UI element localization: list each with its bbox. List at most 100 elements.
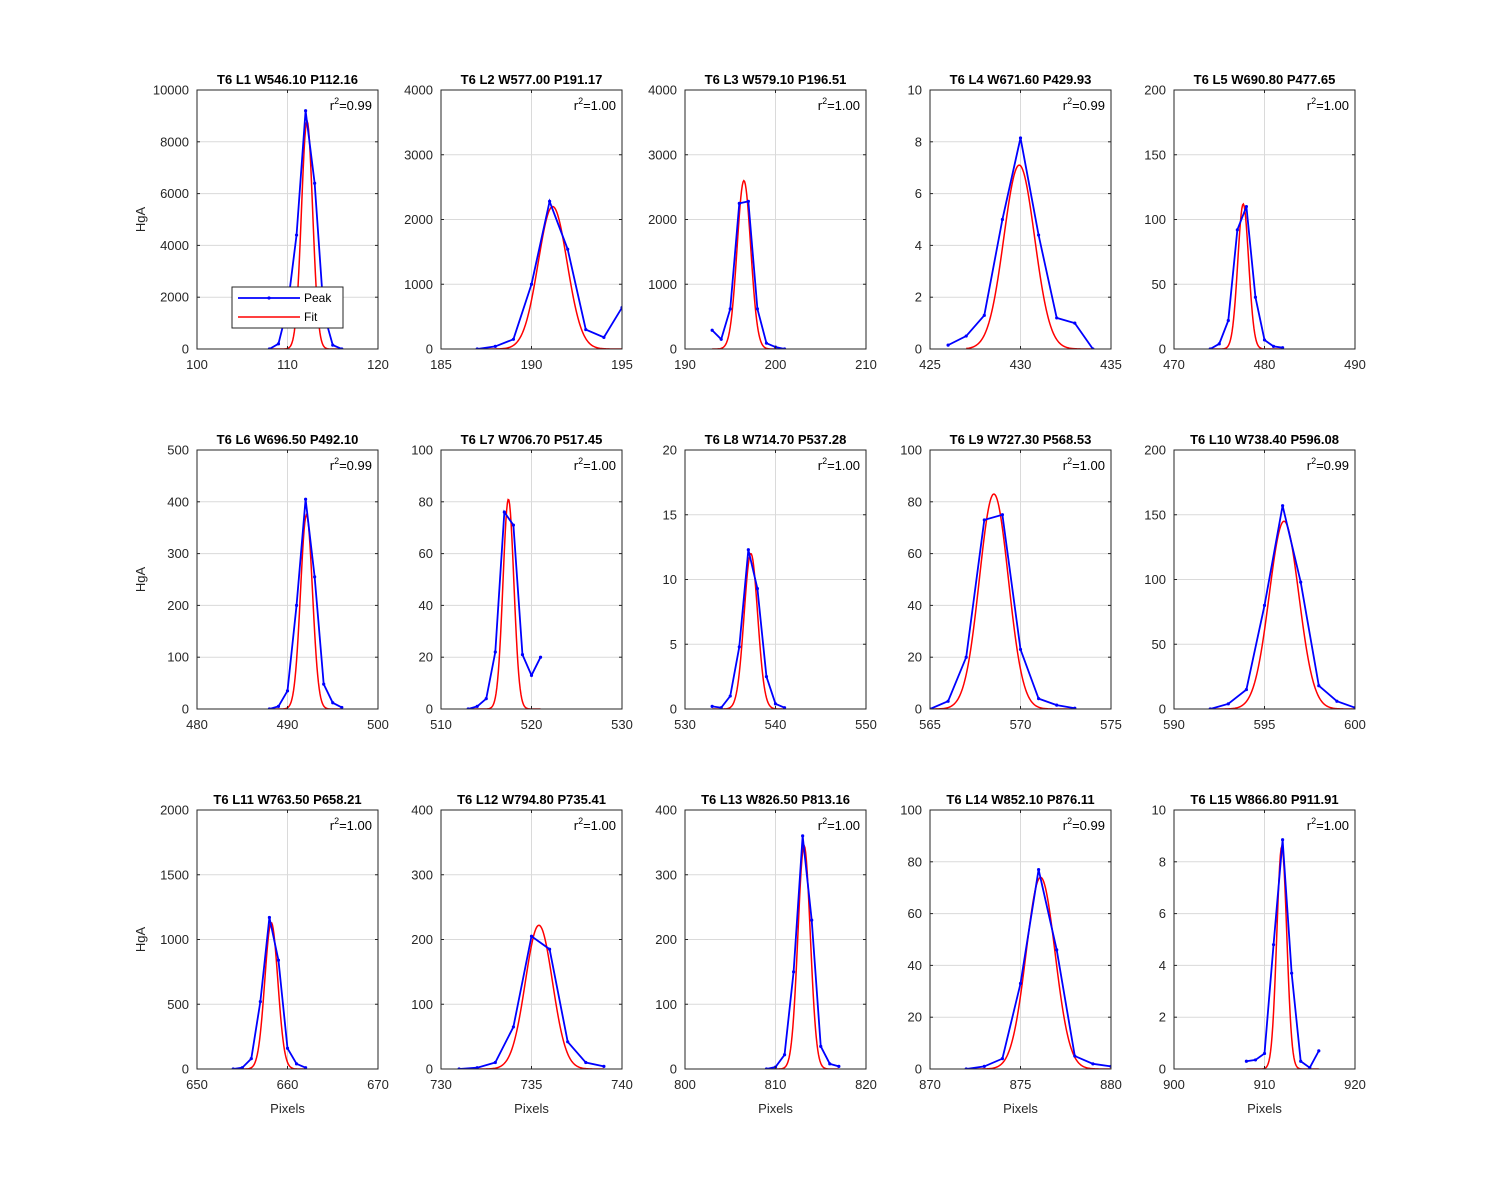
r-squared-label: r2=0.99	[1307, 456, 1349, 473]
x-axis-label: Pixels	[1247, 1101, 1282, 1116]
y-tick-label: 2000	[404, 212, 433, 227]
x-tick-label: 430	[1010, 357, 1032, 372]
subplot-title: T6 L13 W826.50 P813.16	[701, 792, 850, 807]
peak-point	[792, 970, 796, 974]
x-axis-label: Pixels	[758, 1101, 793, 1116]
x-tick-label: 425	[919, 357, 941, 372]
peak-point	[755, 307, 760, 311]
y-tick-label: 8000	[160, 134, 189, 149]
subplot-8: 530 540 550 0 5 10 15 20 T6 L8 W714.70 P537.28 r2…	[663, 432, 877, 732]
peak-point	[728, 307, 732, 311]
peak-point	[755, 586, 760, 591]
legend-peak-marker	[267, 296, 271, 300]
x-tick-label: 490	[277, 717, 299, 732]
subplot-title: T6 L3 W579.10 P196.51	[705, 72, 847, 87]
y-tick-label: 1000	[404, 277, 433, 292]
subplot-title: T6 L14 W852.10 P876.11	[946, 792, 1094, 807]
x-tick-label: 820	[855, 1077, 877, 1092]
peak-point	[520, 653, 525, 657]
data-area	[1208, 202, 1285, 349]
peak-point	[1299, 1059, 1303, 1063]
peak-point	[1037, 233, 1041, 237]
subplot-1: 100 110 120 0 2000 4000 6000 8000 10000 T6 L1 W54…	[133, 72, 389, 372]
x-tick-label: 660	[277, 1077, 299, 1092]
y-tick-label: 2000	[160, 290, 189, 305]
y-tick-label: 3000	[404, 147, 433, 162]
subplot-12: 730 735 740 0 100 200 300 400 T6 L12 W794.80 P73…	[411, 792, 633, 1116]
r-squared-label: r2=0.99	[1063, 96, 1105, 113]
peak-point	[737, 201, 741, 205]
peak-point	[285, 689, 290, 693]
peak-point	[249, 1057, 253, 1061]
y-tick-label: 0	[182, 342, 189, 357]
peak-point	[1262, 603, 1267, 608]
peak-point	[773, 702, 778, 706]
peak-point	[276, 342, 281, 346]
peak-point	[982, 313, 986, 317]
x-tick-label: 800	[674, 1077, 696, 1092]
y-tick-label: 2000	[648, 212, 677, 227]
peak-point	[566, 1040, 570, 1044]
subplot-9: 565 570 575 0 20 40 60 80 100 T6 L9 W727.30 P568.…	[900, 432, 1122, 732]
subplot-11: 650 660 670 0 500 1000 1500 2000 T6 L11 W763.50 …	[133, 792, 389, 1116]
r-squared-label: r2=1.00	[818, 456, 860, 473]
peak-point	[493, 650, 497, 654]
x-tick-label: 500	[367, 717, 389, 732]
peak-point	[1290, 971, 1294, 975]
peak-line	[766, 835, 840, 1069]
fit-curve	[233, 922, 306, 1069]
subplot-13: 800 810 820 0 100 200 300 400 T6 L13 W826.50 P81…	[655, 792, 877, 1116]
peak-point	[728, 694, 732, 698]
peak-point	[737, 645, 741, 649]
y-tick-label: 0	[426, 342, 433, 357]
peak-point	[764, 675, 769, 679]
subplot-10: 590 595 600 0 50 100 150 200 T6 L10 W738.40 P596…	[1144, 432, 1366, 732]
r-squared-label: r2=1.00	[1063, 456, 1105, 473]
r-squared-label: r2=1.00	[574, 456, 616, 473]
y-tick-label: 5	[670, 637, 677, 652]
y-tick-label: 20	[908, 1010, 922, 1025]
peak-point	[294, 233, 299, 237]
x-tick-label: 190	[674, 357, 696, 372]
subplot-15: 900 910 920 0 2 4 6 8 10 T6 L15 W866.80 P911.91 r2…	[1152, 792, 1366, 1116]
y-tick-label: 150	[1144, 147, 1166, 162]
x-tick-label: 540	[765, 717, 787, 732]
x-tick-label: 550	[855, 717, 877, 732]
y-tick-label: 20	[663, 443, 677, 458]
y-tick-label: 0	[426, 1062, 433, 1077]
peak-point	[1000, 217, 1005, 222]
peak-point	[475, 704, 479, 709]
subplot-title: T6 L5 W690.80 P477.65	[1194, 72, 1336, 87]
peak-point	[1281, 346, 1285, 349]
legend-fit-label: Fit	[304, 310, 318, 324]
peak-point	[584, 1060, 588, 1065]
x-axis-label: Pixels	[270, 1101, 305, 1116]
peak-line	[477, 198, 622, 349]
x-tick-label: 520	[521, 717, 543, 732]
y-tick-label: 4	[915, 238, 922, 253]
peak-point	[1055, 316, 1059, 320]
x-tick-label: 920	[1344, 1077, 1366, 1092]
peak-point	[1000, 513, 1005, 517]
y-tick-label: 200	[411, 932, 433, 947]
peak-line	[269, 499, 343, 709]
y-tick-label: 40	[419, 598, 433, 613]
peak-point	[258, 1000, 262, 1004]
y-tick-label: 300	[411, 867, 433, 882]
peak-point	[1091, 1062, 1095, 1066]
peak-point	[276, 704, 281, 709]
peak-point	[1226, 318, 1230, 323]
y-tick-label: 6	[915, 186, 922, 201]
y-tick-label: 500	[167, 443, 189, 458]
peak-point	[946, 343, 950, 347]
y-tick-label: 0	[1159, 1062, 1166, 1077]
peak-point	[1271, 344, 1276, 349]
y-tick-label: 300	[655, 867, 677, 882]
peak-point	[1073, 1054, 1077, 1058]
peak-point	[294, 1062, 299, 1066]
y-tick-label: 300	[167, 546, 189, 561]
y-tick-label: 80	[419, 494, 433, 509]
y-tick-label: 10	[1152, 803, 1166, 818]
peak-point	[1317, 684, 1321, 688]
peak-point	[982, 1064, 986, 1069]
